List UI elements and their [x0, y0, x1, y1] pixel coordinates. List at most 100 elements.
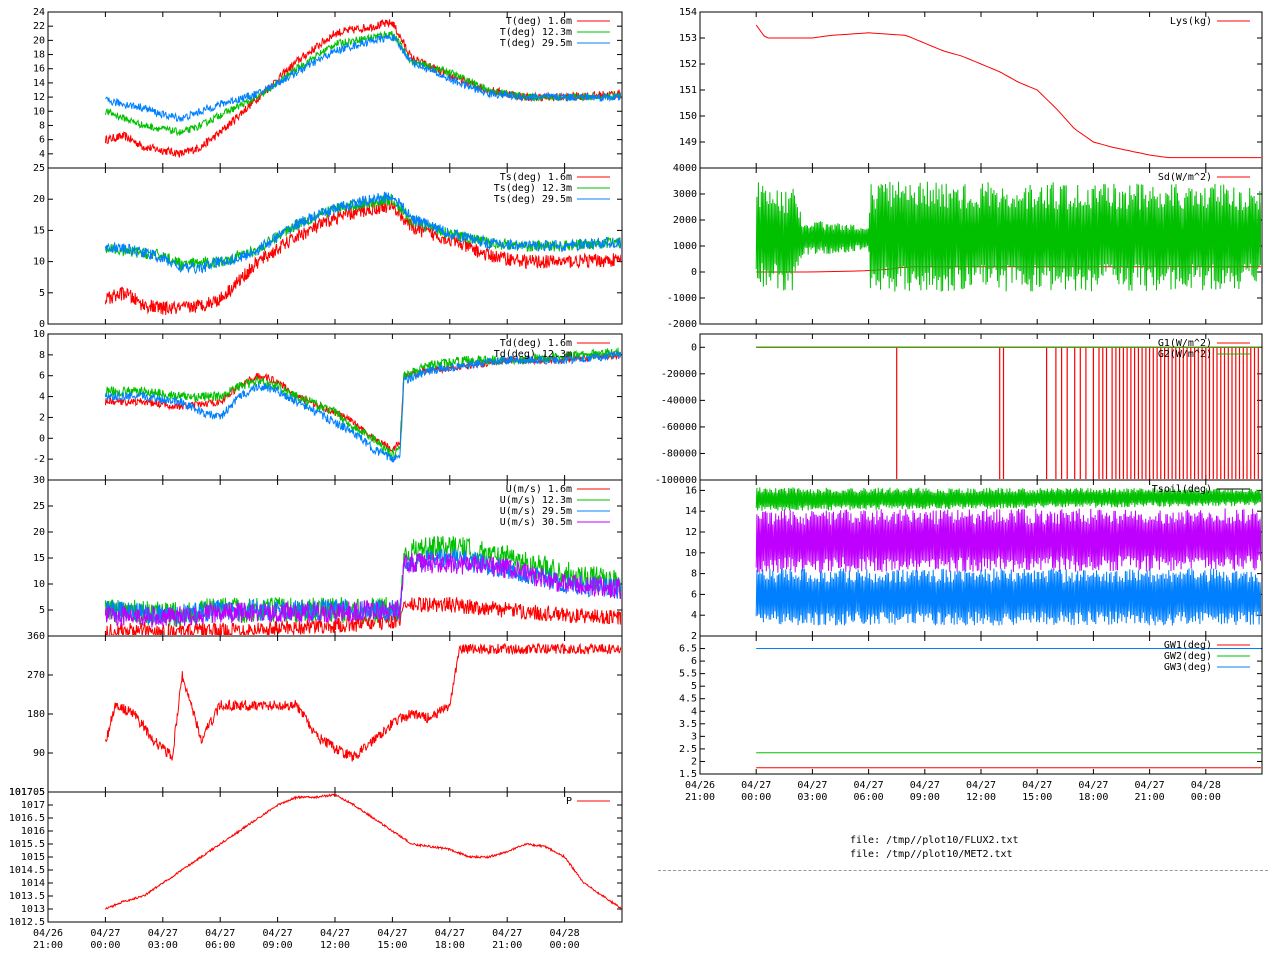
file-line-flux: file: /tmp//plot10/FLUX2.txt — [850, 835, 1019, 846]
y-tick-label: 152 — [679, 59, 697, 70]
y-tick-label: -2 — [33, 454, 45, 465]
y-tick-label: 3000 — [673, 189, 697, 200]
x-tick-date: 04/27 — [1135, 780, 1165, 791]
y-tick-label: -20000 — [661, 369, 697, 380]
y-tick-label: 1017 — [21, 800, 45, 811]
y-tick-label: 4 — [39, 392, 45, 403]
y-tick-label: 12 — [685, 527, 697, 538]
x-tick-time: 12:00 — [320, 940, 350, 951]
y-tick-label: 151 — [679, 85, 697, 96]
legend-label: Td(deg) 12.3m — [494, 349, 572, 360]
series-tsoil-3 — [755, 568, 1261, 626]
legend-label: GW3(deg) — [1164, 662, 1212, 673]
x-tick-date: 04/27 — [435, 928, 465, 939]
y-tick-label: 25 — [33, 501, 45, 512]
series-td-2 — [104, 351, 621, 464]
x-tick-date: 04/27 — [854, 780, 884, 791]
y-tick-label: 14 — [33, 78, 45, 89]
y-tick-label: 6.5 — [679, 644, 697, 655]
x-tick-date: 04/27 — [263, 928, 293, 939]
y-tick-label: 4 — [39, 149, 45, 160]
legend-label: Tsoil(deg) — [1152, 484, 1212, 495]
y-tick-label: 2.5 — [679, 744, 697, 755]
x-tick-date: 04/27 — [377, 928, 407, 939]
series-tsoil-1 — [755, 487, 1261, 512]
x-tick-time: 09:00 — [263, 940, 293, 951]
x-tick-time: 15:00 — [1022, 792, 1052, 803]
y-tick-label: 8 — [39, 350, 45, 361]
series-group — [756, 346, 1261, 479]
x-tick-time: 03:00 — [148, 940, 178, 951]
y-tick-label: 6 — [691, 589, 697, 600]
chart-t: 4 6 8 10 12 14 16 18 20 22 24 T(deg) 1.6mT(deg) 12.… — [33, 7, 623, 169]
y-tick-label: 15 — [33, 553, 45, 564]
chart-sd: -2000 -1000 0 1000 2000 3000 4000 Sd(W/m^2) — [667, 163, 1263, 330]
x-tick-date: 04/27 — [910, 780, 940, 791]
y-tick-label: 270 — [27, 670, 45, 681]
y-tick-label: 0 — [691, 267, 697, 278]
x-tick-time: 06:00 — [854, 792, 884, 803]
x-tick-time: 00:00 — [1191, 792, 1221, 803]
x-tick-time: 21:00 — [685, 792, 715, 803]
series-sd-1 — [755, 181, 1261, 292]
y-top-label: 101705 — [9, 787, 45, 798]
y-tick-label: 1015.5 — [9, 839, 45, 850]
x-tick-date: 04/27 — [741, 780, 771, 791]
legend-label: U(m/s) 29.5m — [500, 506, 572, 517]
y-tick-label: 1015 — [21, 852, 45, 863]
y-tick-label: -80000 — [661, 448, 697, 459]
y-tick-label: 4000 — [673, 163, 697, 174]
x-tick-time: 09:00 — [910, 792, 940, 803]
legend-label: G1(W/m^2) — [1158, 338, 1212, 349]
x-tick-time: 12:00 — [966, 792, 996, 803]
y-tick-label: 5 — [691, 681, 697, 692]
legend-label: T(deg) 1.6m — [506, 16, 572, 27]
plot-frame — [47, 791, 623, 923]
x-tick-date: 04/27 — [1022, 780, 1052, 791]
legend-label: Ts(deg) 12.3m — [494, 183, 572, 194]
x-tick-date: 04/27 — [797, 780, 827, 791]
series-group — [755, 181, 1261, 292]
y-tick-label: 3 — [691, 731, 697, 742]
x-tick-date: 04/27 — [1078, 780, 1108, 791]
y-tick-label: 4 — [691, 610, 697, 621]
y-tick-label: 2 — [39, 412, 45, 423]
x-tick-time: 21:00 — [33, 940, 63, 951]
y-tick-label: -40000 — [661, 395, 697, 406]
y-tick-label: 1017.5 — [9, 787, 45, 798]
legend-label: GW2(deg) — [1164, 651, 1212, 662]
y-tick-label: 14 — [685, 506, 697, 517]
x-tick-date: 04/28 — [1191, 780, 1221, 791]
y-tick-label: 8 — [39, 120, 45, 131]
legend-label: U(m/s) 1.6m — [506, 484, 572, 495]
y-tick-label: 18 — [33, 50, 45, 61]
y-tick-label: 5 — [39, 288, 45, 299]
series-group — [104, 18, 621, 158]
x-tick-time: 18:00 — [1078, 792, 1108, 803]
y-tick-label: 154 — [679, 7, 697, 18]
series-g-0 — [756, 346, 1261, 479]
x-tick-date: 04/27 — [205, 928, 235, 939]
y-tick-label: 150 — [679, 111, 697, 122]
chart-gw: 1.522.533.544.555.566.504/2621:0004/2700… — [679, 635, 1263, 803]
legend-label: Ts(deg) 29.5m — [494, 194, 572, 205]
y-tick-label: 149 — [679, 137, 697, 148]
x-tick-date: 04/27 — [966, 780, 996, 791]
y-tick-label: 20 — [33, 35, 45, 46]
x-tick-time: 06:00 — [205, 940, 235, 951]
series-tsoil-2 — [755, 508, 1261, 574]
chart-tsoil: 2 4 6 8 10 12 14 16 Tsoil(deg) — [685, 479, 1263, 642]
y-tick-label: 16 — [33, 64, 45, 75]
series-group — [756, 648, 1261, 769]
y-tick-label: 2000 — [673, 215, 697, 226]
chart-wd: 90 180 270 360 — [27, 631, 623, 793]
file-list: file: /tmp//plot10/FLUX2.txt file: /tmp/… — [850, 834, 1200, 862]
plot-frame — [699, 11, 1263, 169]
y-tick-label: 20 — [33, 194, 45, 205]
x-tick-time: 00:00 — [90, 940, 120, 951]
legend-label: Ts(deg) 1.6m — [500, 172, 572, 183]
y-tick-label: 12 — [33, 92, 45, 103]
legend-label: T(deg) 12.3m — [500, 27, 572, 38]
